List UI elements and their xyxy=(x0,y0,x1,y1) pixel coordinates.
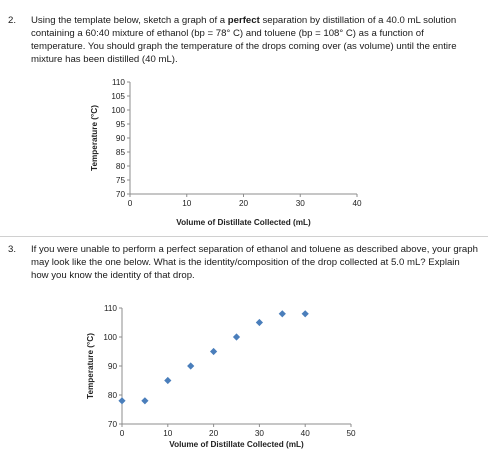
data-point xyxy=(118,397,126,405)
template-chart-x-label: Volume of Distillate Collected (mL) xyxy=(176,218,311,227)
y-tick-label: 80 xyxy=(116,162,126,171)
y-tick-label: 90 xyxy=(108,362,118,371)
y-tick-label: 70 xyxy=(116,190,126,199)
template-chart: 70 75 80 85 90 95 100 105 110 0 10 20 30 40 Volume of… xyxy=(90,78,362,227)
question-3: 3. If you were unable to perform a perfe… xyxy=(8,243,480,289)
section-divider xyxy=(0,236,488,237)
data-point xyxy=(232,333,241,341)
x-tick-label: 50 xyxy=(346,429,356,438)
template-chart-axes xyxy=(129,82,357,195)
y-tick-label: 110 xyxy=(112,78,125,87)
example-chart-axes xyxy=(121,308,351,425)
y-tick-label: 100 xyxy=(103,333,117,342)
y-tick-label: 110 xyxy=(104,304,117,313)
x-tick-label: 40 xyxy=(352,199,362,208)
question-2-text-bold: perfect xyxy=(227,15,260,26)
data-point xyxy=(141,397,149,405)
data-point xyxy=(164,376,172,385)
x-tick-label: 10 xyxy=(163,429,173,438)
y-tick-label: 95 xyxy=(116,120,126,129)
x-tick-label: 0 xyxy=(128,199,133,208)
template-chart-y-label: Temperature (°C) xyxy=(90,105,99,171)
y-tick-label: 100 xyxy=(111,106,125,115)
data-point xyxy=(301,310,309,318)
data-point xyxy=(210,347,218,356)
example-chart-ticks: 70 80 90 100 110 0 10 20 30 40 50 xyxy=(103,304,356,438)
y-tick-label: 90 xyxy=(116,134,126,143)
data-point xyxy=(187,362,195,370)
example-chart-x-label: Volume of Distillate Collected (mL) xyxy=(169,440,304,449)
question-2: 2. Using the template below, sketch a gr… xyxy=(8,14,480,74)
x-tick-label: 30 xyxy=(296,199,306,208)
example-chart-y-label: Temperature (°C) xyxy=(86,333,95,399)
x-tick-label: 20 xyxy=(239,199,249,208)
question-2-number: 2. xyxy=(8,15,17,26)
y-tick-label: 105 xyxy=(111,92,125,101)
y-tick-label: 75 xyxy=(116,176,126,185)
x-tick-label: 10 xyxy=(182,199,192,208)
x-tick-label: 20 xyxy=(209,429,219,438)
question-3-number: 3. xyxy=(8,244,17,255)
question-3-text: If you were unable to perform a perfect … xyxy=(31,244,478,281)
x-tick-label: 30 xyxy=(255,429,265,438)
question-2-text-before: Using the template below, sketch a graph… xyxy=(31,15,228,26)
x-tick-label: 0 xyxy=(120,429,125,438)
y-tick-label: 70 xyxy=(108,420,118,429)
data-point xyxy=(278,310,286,318)
x-tick-label: 40 xyxy=(301,429,311,438)
question-2-text-after: separation by distillation of a 40.0 mL … xyxy=(31,15,457,65)
y-tick-label: 85 xyxy=(116,148,126,157)
data-point xyxy=(255,318,263,327)
example-chart-points xyxy=(118,310,309,405)
y-tick-label: 80 xyxy=(108,391,118,400)
template-chart-ticks: 70 75 80 85 90 95 100 105 110 0 10 20 30 40 xyxy=(111,78,362,208)
question-2-text: Using the template below, sketch a graph… xyxy=(31,14,480,66)
